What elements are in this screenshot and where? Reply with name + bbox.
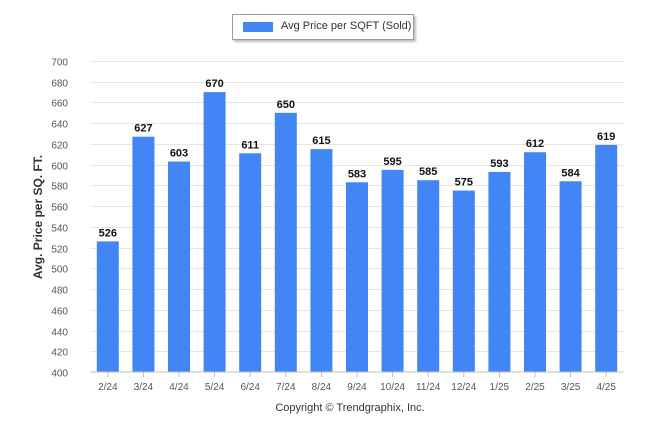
y-tick-label: 540 bbox=[51, 224, 68, 235]
x-tick-label: 8/24 bbox=[312, 382, 332, 393]
x-tick-label: 4/25 bbox=[596, 382, 616, 393]
x-tick-label: 7/24 bbox=[276, 382, 296, 393]
y-axis-label: Avg. Price per SQ. FT. bbox=[31, 155, 45, 279]
y-tick-label: 640 bbox=[51, 120, 68, 131]
x-tick-label: 2/24 bbox=[98, 382, 118, 393]
copyright-footer: Copyright © Trendgraphix, Inc. bbox=[275, 402, 425, 414]
bar[interactable] bbox=[524, 152, 546, 372]
bar-value-label: 583 bbox=[348, 168, 366, 180]
x-tick-label: 1/25 bbox=[490, 382, 510, 393]
y-tick-label: 420 bbox=[51, 348, 68, 359]
y-tick-label: 480 bbox=[51, 286, 68, 297]
y-tick-label: 560 bbox=[51, 203, 68, 214]
bar[interactable] bbox=[452, 190, 475, 372]
bar-value-label: 526 bbox=[99, 227, 117, 239]
bar[interactable] bbox=[488, 171, 511, 372]
bar[interactable] bbox=[417, 180, 440, 372]
x-axis-ticks: 2/24 3/24 4/24 5/24 6/24 7/24 8/24 9/24 10/24 11/… bbox=[98, 372, 616, 393]
y-tick-label: 660 bbox=[51, 99, 68, 110]
bar[interactable] bbox=[381, 169, 404, 372]
bar-value-label: 615 bbox=[312, 135, 330, 147]
bar[interactable] bbox=[132, 136, 155, 372]
bar-value-label: 650 bbox=[277, 99, 295, 111]
legend-label: Avg Price per SQFT (Sold) bbox=[281, 20, 412, 32]
y-tick-label: 440 bbox=[51, 328, 68, 339]
bar[interactable] bbox=[168, 161, 190, 372]
bar-value-label: 595 bbox=[383, 156, 401, 168]
bar-value-label: 619 bbox=[597, 131, 615, 143]
data-labels: 526 627 603 670 611 650 615 583 595 585 575 593 612 5… bbox=[99, 78, 616, 239]
bar[interactable] bbox=[203, 92, 226, 372]
y-tick-label: 700 bbox=[51, 58, 68, 69]
bar[interactable] bbox=[595, 144, 618, 372]
y-tick-label: 460 bbox=[51, 307, 68, 318]
y-tick-label: 680 bbox=[51, 79, 68, 90]
bar[interactable] bbox=[559, 181, 582, 372]
bar-value-label: 603 bbox=[170, 148, 188, 160]
y-tick-label: 400 bbox=[51, 369, 68, 380]
x-tick-label: 6/24 bbox=[240, 382, 260, 393]
x-tick-label: 5/24 bbox=[205, 382, 225, 393]
legend[interactable]: Avg Price per SQFT (Sold) bbox=[232, 14, 414, 40]
y-tick-label: 600 bbox=[51, 162, 68, 173]
bar[interactable] bbox=[310, 149, 333, 372]
x-tick-label: 11/24 bbox=[416, 382, 441, 393]
y-tick-label: 520 bbox=[51, 245, 68, 256]
y-tick-label: 620 bbox=[51, 141, 68, 152]
bar[interactable] bbox=[274, 112, 297, 372]
y-axis-ticks: 400 420 440 460 480 500 520 540 560 580 600 620 640 6… bbox=[51, 58, 68, 380]
bars bbox=[96, 92, 618, 372]
bar-value-label: 593 bbox=[490, 158, 508, 170]
bar-value-label: 575 bbox=[455, 177, 473, 189]
bar-value-label: 612 bbox=[526, 138, 544, 150]
bar[interactable] bbox=[239, 153, 262, 372]
legend-swatch bbox=[243, 22, 273, 32]
bar-value-label: 611 bbox=[241, 139, 259, 151]
bar-value-label: 584 bbox=[561, 167, 580, 179]
bar-value-label: 670 bbox=[205, 78, 223, 90]
x-tick-label: 2/25 bbox=[525, 382, 545, 393]
x-tick-label: 3/24 bbox=[134, 382, 154, 393]
bar[interactable] bbox=[96, 241, 119, 372]
y-tick-label: 500 bbox=[51, 265, 68, 276]
x-tick-label: 9/24 bbox=[347, 382, 367, 393]
bar-value-label: 585 bbox=[419, 166, 437, 178]
y-tick-label: 580 bbox=[51, 182, 68, 193]
x-tick-label: 3/25 bbox=[561, 382, 581, 393]
x-tick-label: 12/24 bbox=[451, 382, 476, 393]
bar[interactable] bbox=[346, 182, 368, 372]
x-tick-label: 4/24 bbox=[169, 382, 189, 393]
x-tick-label: 10/24 bbox=[380, 382, 405, 393]
bar-value-label: 627 bbox=[134, 123, 152, 135]
